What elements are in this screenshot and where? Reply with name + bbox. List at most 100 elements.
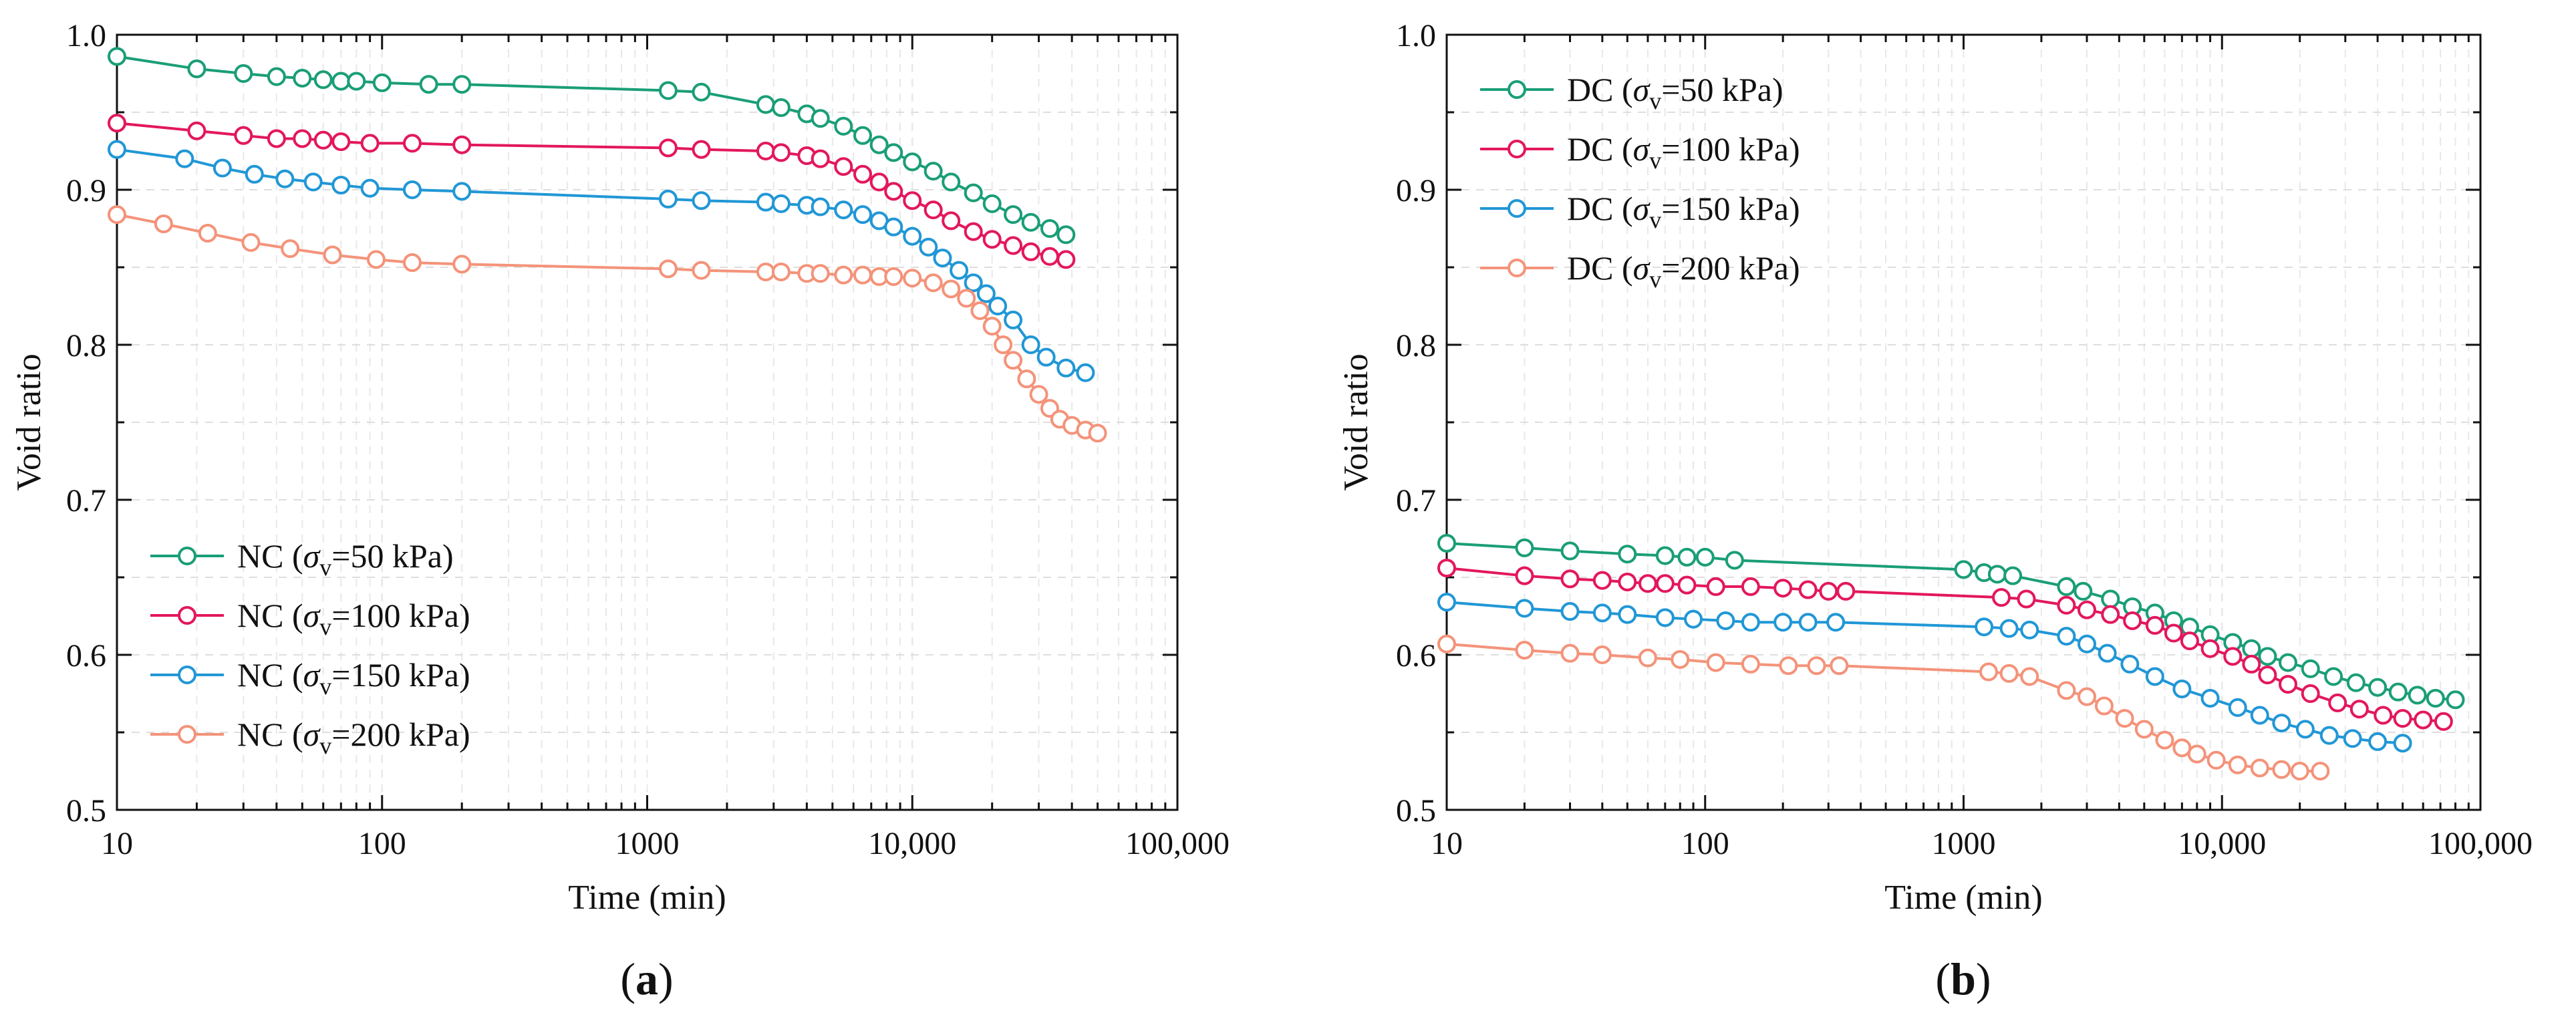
data-point [964,222,983,241]
data-point [756,192,775,212]
data-point [2414,710,2433,730]
data-point [1017,370,1036,389]
data-point [452,75,472,94]
data-point [2017,589,2036,609]
legend-label-suffix: =150 kPa) [1661,190,1800,227]
data-point [2346,673,2366,692]
data-point [982,194,1002,213]
data-point [1515,566,1534,585]
data-point [658,138,678,158]
data-point [2328,693,2347,712]
data-point [834,116,853,136]
data-point [658,189,678,208]
data-point [2057,595,2076,615]
legend-marker [178,606,196,625]
data-point [2134,720,2154,739]
panel-label: (a) [620,954,673,1004]
data-point [2228,755,2247,774]
data-point [2101,605,2120,624]
data-point [1437,533,1456,553]
data-point [982,230,1002,249]
data-point [108,47,126,66]
data-point [692,191,711,210]
data-point [2343,729,2362,748]
data-point [154,214,173,234]
data-point [2145,615,2164,635]
x-tick-label: 10,000 [2178,826,2266,861]
data-point [108,140,126,159]
legend-label-suffix: =100 kPa) [1661,130,1800,168]
data-point [884,267,903,286]
panel-label-letter: b [1951,954,1976,1004]
data-point [1677,547,1697,567]
data-point [2155,730,2174,750]
legend-item: DC (σv=200 kPa) [1480,249,1800,293]
data-point [2242,639,2261,658]
legend-label: NC (σv=50 kPa) [237,537,454,581]
data-point [2223,647,2243,666]
series-line [1446,642,2321,772]
legend-marker [1508,80,1526,99]
data-point [2393,734,2412,753]
legend-marker [1508,259,1526,277]
series-4 [1437,634,2330,780]
data-point [692,261,711,280]
data-point [1684,609,1703,629]
data-point [1040,219,1059,238]
legend-label-sigma: σ [1633,130,1651,168]
data-point [1826,613,1846,632]
data-point [692,82,711,102]
y-tick-label: 0.9 [1396,173,1436,208]
legend-label: NC (σv=150 kPa) [237,656,470,700]
data-point [2187,744,2206,764]
x-tick-label: 100,000 [2428,826,2533,861]
data-point [942,279,961,299]
data-point [1677,575,1697,595]
x-tick-label: 100 [1681,826,1729,861]
data-point [402,180,422,199]
data-point [267,129,286,148]
data-point [903,227,922,246]
data-point [2272,760,2291,779]
x-axis: 10 100 1000 10,000 100,000 [1431,35,2533,861]
legend-label-prefix: DC ( [1567,71,1633,108]
data-point [402,253,422,273]
data-point [834,157,853,176]
data-point [372,73,392,92]
data-point [2115,709,2134,728]
series-2 [108,114,1076,269]
data-point [1004,205,1023,225]
data-point [923,162,943,181]
data-point [982,317,1002,336]
data-point [2250,706,2269,725]
x-axis-title: Time (min) [1884,879,2042,917]
series-3 [108,140,1095,382]
data-point [2446,690,2465,710]
data-point [2388,682,2408,702]
data-point [2349,700,2369,719]
panel-label-letter: a [635,954,658,1004]
data-point [360,134,380,153]
data-point [1515,599,1534,618]
x-tick-label: 1000 [1932,826,1996,861]
data-point [1638,574,1657,593]
data-point [1773,613,1793,632]
y-axis: 0.5 0.6 0.7 0.8 0.9 1.0 [66,18,1177,829]
data-point [2057,577,2076,596]
data-point [692,140,711,159]
legend-label: DC (σv=150 kPa) [1567,190,1800,233]
data-point [1975,617,1994,637]
data-point [1999,619,2019,638]
data-point [1076,363,1095,382]
data-point [1999,664,2019,683]
data-point [2020,667,2039,686]
legend-label-suffix: =200 kPa) [331,716,470,753]
data-point [1638,648,1657,668]
legend-label-prefix: NC ( [237,597,303,634]
legend-label-sigma: σ [303,597,321,634]
data-point [1056,225,1076,245]
data-point [1987,565,2007,584]
x-axis: 10 100 1000 10,000 100,000 [101,35,1230,861]
legend-marker [1508,140,1526,158]
